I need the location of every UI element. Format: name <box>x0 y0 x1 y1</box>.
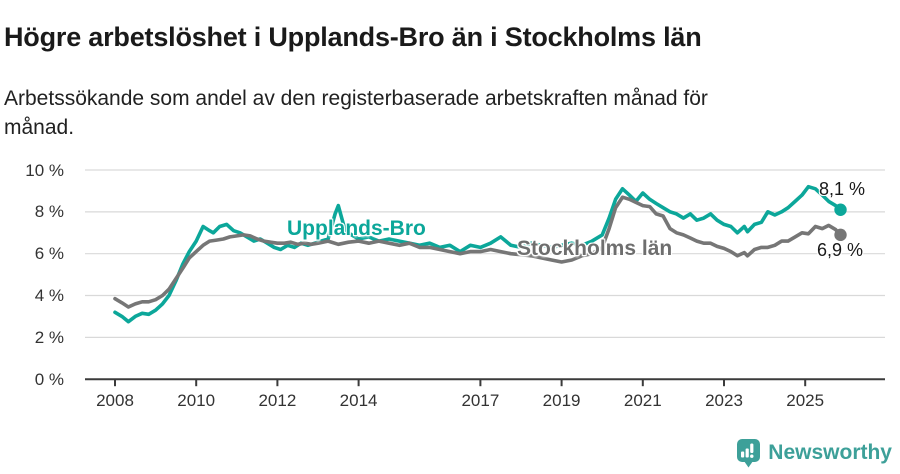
series-end-dot-stockholms-lan <box>834 228 847 242</box>
y-axis-tick-label: 8 % <box>34 202 64 222</box>
x-axis-tick-label: 2025 <box>786 391 825 410</box>
y-axis-tick-label: 4 % <box>34 286 64 306</box>
brand-name: Newsworthy <box>768 441 892 464</box>
x-axis-tick-label: 2023 <box>705 391 743 410</box>
x-axis-tick-label: 2008 <box>96 391 134 410</box>
y-axis-tick-label: 10 % <box>25 160 64 180</box>
series-label-upplands-bro: Upplands-Bro <box>287 217 426 240</box>
footer: Newsworthy <box>736 438 892 468</box>
y-axis-tick-label: 6 % <box>34 244 64 264</box>
end-value-label-upplands-bro: 8,1 % <box>819 179 866 199</box>
series-line-upplands-bro <box>113 184 843 324</box>
x-axis-tick-label: 2017 <box>461 391 500 410</box>
x-axis-tick-label: 2012 <box>258 391 297 410</box>
newsworthy-logo-icon <box>736 438 761 468</box>
y-axis-tick-label: 2 % <box>34 327 64 347</box>
chart-title: Högre arbetslöshet i Upplands-Bro än i S… <box>4 22 702 53</box>
series-line-stockholms-lan <box>113 195 843 309</box>
x-axis-tick-label: 2019 <box>542 391 581 410</box>
y-axis-tick-label: 0 % <box>34 369 64 389</box>
chart-subtitle: Arbetssökande som andel av den registerb… <box>4 87 708 139</box>
series-end-dot-upplands-bro <box>834 203 847 216</box>
x-axis-tick-label: 2021 <box>623 391 662 410</box>
x-axis-tick-label: 2014 <box>339 391 378 410</box>
end-value-label-stockholms-lan: 6,9 % <box>817 240 864 260</box>
series-label-stockholms-lan: Stockholms län <box>517 237 673 260</box>
x-axis-tick-label: 2010 <box>177 391 216 410</box>
